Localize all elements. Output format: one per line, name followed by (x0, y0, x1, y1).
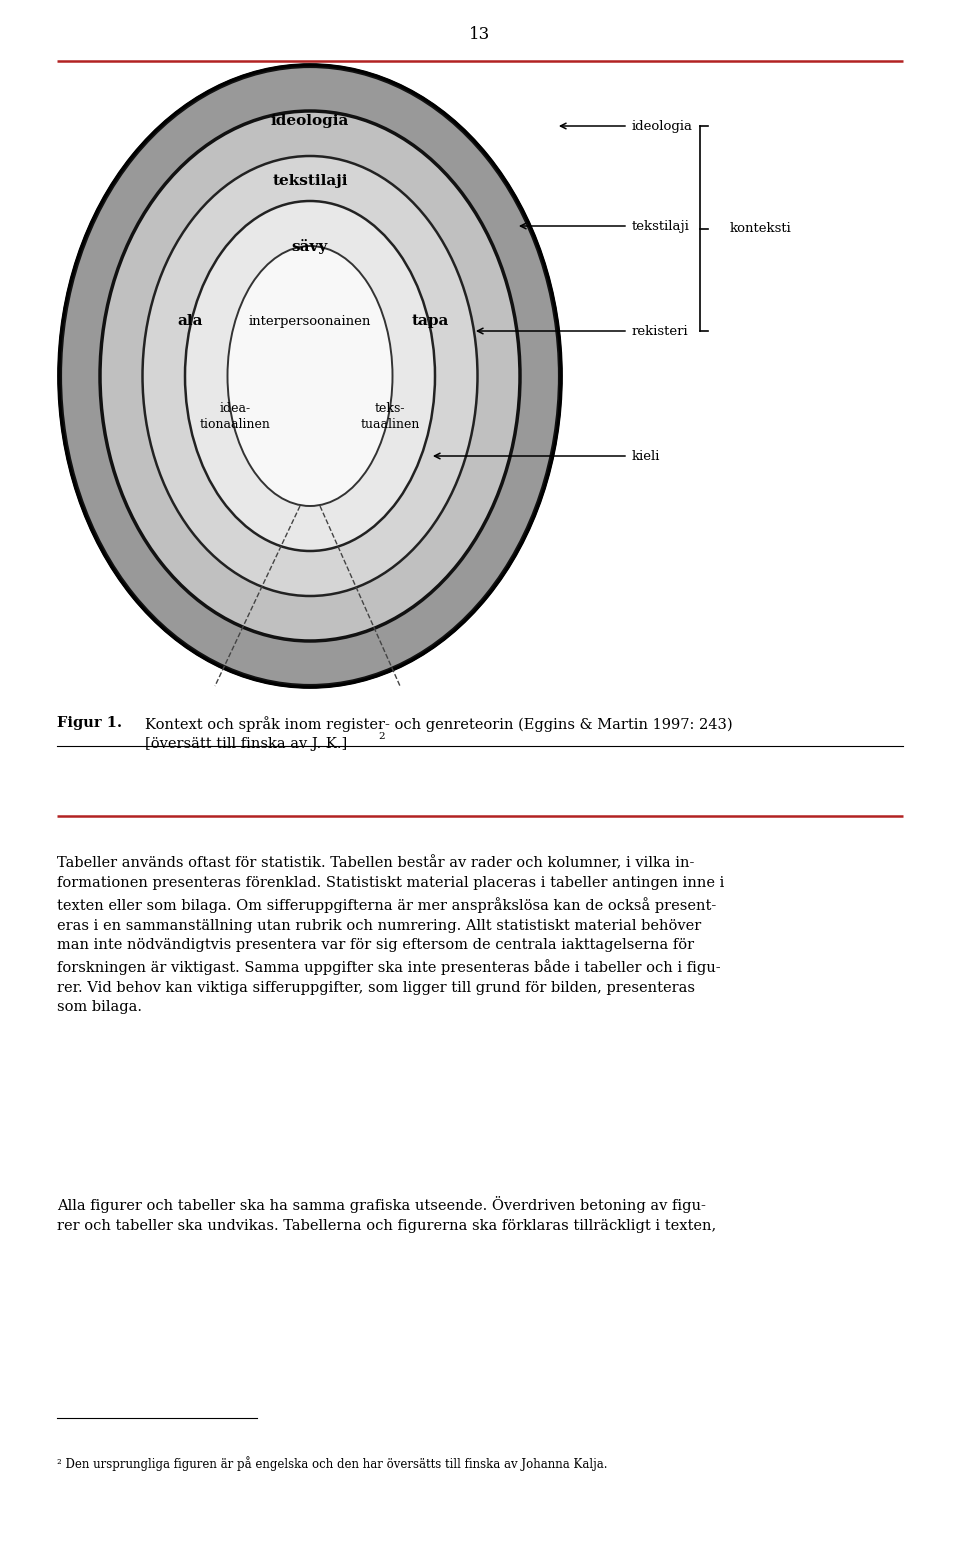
Ellipse shape (142, 156, 477, 596)
Text: Kontext och språk inom register- och genreteorin (Eggins & Martin 1997: 243)
[öv: Kontext och språk inom register- och gen… (145, 716, 732, 752)
Text: Figur 1.: Figur 1. (57, 716, 122, 730)
Text: Alla figurer och tabeller ska ha samma grafiska utseende. Överdriven betoning av: Alla figurer och tabeller ska ha samma g… (57, 1197, 716, 1232)
Text: kieli: kieli (632, 450, 660, 462)
Text: tapa: tapa (411, 314, 448, 328)
Text: interpersoonainen: interpersoonainen (249, 314, 372, 327)
Text: Tabeller används oftast för statistik. Tabellen består av rader och kolumner, i : Tabeller används oftast för statistik. T… (57, 856, 725, 1015)
Ellipse shape (228, 246, 393, 506)
Text: tekstilaji: tekstilaji (632, 219, 690, 232)
Text: idea-
tionaalinen: idea- tionaalinen (200, 401, 271, 431)
Ellipse shape (185, 201, 435, 551)
Text: teks-
tuaalinen: teks- tuaalinen (360, 401, 420, 431)
Text: ideologia: ideologia (632, 120, 693, 132)
Ellipse shape (60, 65, 560, 686)
Text: ala: ala (178, 314, 203, 328)
Ellipse shape (100, 110, 520, 641)
Text: 2: 2 (378, 731, 385, 741)
Text: rekisteri: rekisteri (632, 325, 688, 338)
Text: tekstilaji: tekstilaji (273, 174, 348, 188)
Text: 13: 13 (469, 26, 491, 44)
Text: konteksti: konteksti (730, 223, 792, 235)
Text: sävy: sävy (292, 238, 328, 254)
Text: ² Den ursprungliga figuren är på engelska och den har översätts till finska av J: ² Den ursprungliga figuren är på engelsk… (57, 1456, 608, 1470)
Text: ideologia: ideologia (271, 114, 349, 128)
